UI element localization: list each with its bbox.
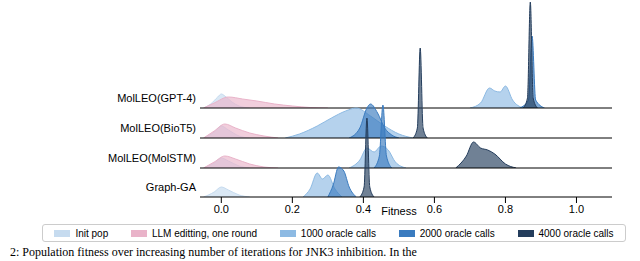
svg-text:0.4: 0.4 (356, 203, 371, 215)
svg-text:1.0: 1.0 (569, 203, 584, 215)
svg-text:0.0: 0.0 (214, 203, 229, 215)
html-text:Fitness: Fitness (381, 205, 417, 217)
html-text:MolLEO(BioT5): MolLEO(BioT5) (120, 122, 196, 134)
svg-text:0.2: 0.2 (285, 203, 300, 215)
html-text:LLM editting, one round: LLM editting, one round (152, 227, 258, 239)
html-text:Graph-GA: Graph-GA (145, 181, 196, 193)
html-text:1000 oracle calls: 1000 oracle calls (300, 227, 376, 239)
html-text:MolLEO(MolSTM): MolLEO(MolSTM) (108, 152, 196, 164)
svg-text:0.8: 0.8 (498, 203, 513, 215)
html-text:2: Population fitness over inc: 2: Population fitness over increasing nu… (10, 245, 417, 259)
svg-text:0.6: 0.6 (427, 203, 442, 215)
html-text:MolLEO(GPT-4): MolLEO(GPT-4) (117, 92, 196, 104)
html-text:2000 oracle calls: 2000 oracle calls (419, 227, 495, 239)
html-text:4000 oracle calls: 4000 oracle calls (538, 227, 614, 239)
html-text:Init pop: Init pop (75, 227, 109, 239)
